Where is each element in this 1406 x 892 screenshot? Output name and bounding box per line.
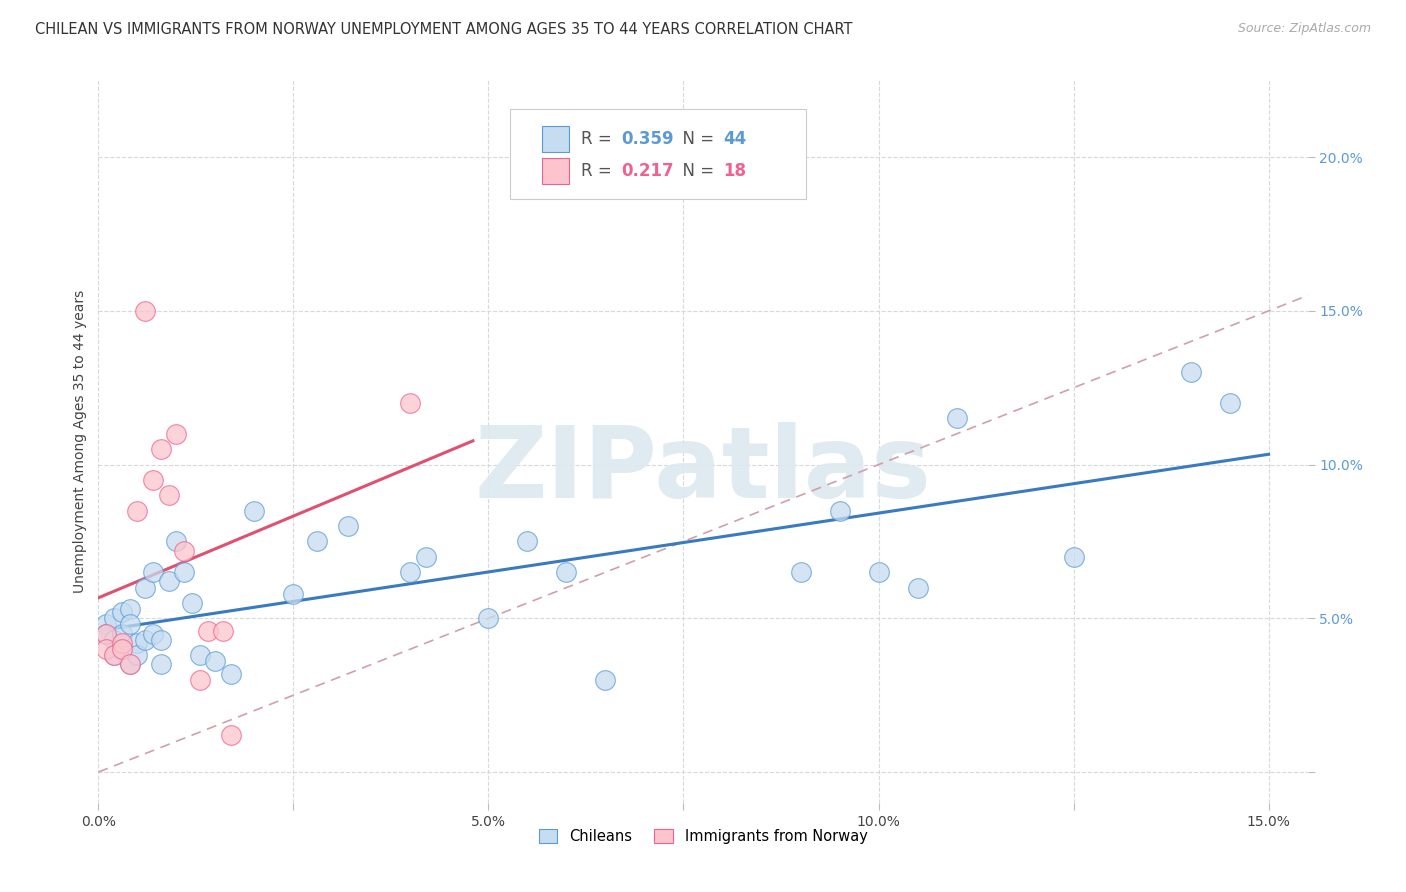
Point: [96, 617, 118, 632]
FancyBboxPatch shape: [543, 158, 569, 184]
Point: [96, 626, 118, 640]
Point: [103, 648, 125, 663]
Point: [305, 534, 328, 549]
FancyBboxPatch shape: [543, 126, 569, 152]
Point: [142, 473, 165, 487]
Point: [945, 411, 967, 425]
Text: 0.217: 0.217: [621, 161, 673, 179]
Point: [165, 534, 187, 549]
Text: 0.359: 0.359: [621, 130, 673, 148]
Point: [103, 632, 125, 647]
Text: CHILEAN VS IMMIGRANTS FROM NORWAY UNEMPLOYMENT AMONG AGES 35 TO 44 YEARS CORRELA: CHILEAN VS IMMIGRANTS FROM NORWAY UNEMPL…: [35, 22, 852, 37]
Point: [173, 565, 195, 579]
Point: [127, 636, 149, 650]
Point: [111, 642, 134, 657]
Legend: Chileans, Immigrants from Norway: Chileans, Immigrants from Norway: [533, 823, 873, 850]
Point: [142, 626, 165, 640]
Point: [134, 581, 156, 595]
Point: [111, 626, 134, 640]
Point: [219, 728, 242, 742]
Point: [188, 648, 211, 663]
Point: [219, 666, 242, 681]
Point: [399, 396, 422, 410]
Point: [212, 624, 235, 638]
Point: [127, 648, 149, 663]
Point: [477, 611, 499, 625]
Point: [118, 617, 141, 632]
Text: N =: N =: [672, 161, 718, 179]
Point: [111, 605, 134, 619]
Text: 44: 44: [724, 130, 747, 148]
Point: [283, 587, 305, 601]
Point: [595, 673, 617, 687]
Point: [118, 657, 141, 672]
Text: R =: R =: [581, 130, 617, 148]
Point: [149, 657, 172, 672]
Point: [173, 543, 195, 558]
Point: [204, 654, 226, 668]
Point: [1219, 396, 1241, 410]
Point: [103, 648, 125, 663]
Point: [157, 488, 180, 502]
Point: [1180, 365, 1202, 379]
Point: [118, 657, 141, 672]
Point: [111, 636, 134, 650]
Point: [337, 519, 360, 533]
Point: [789, 565, 811, 579]
Point: [149, 632, 172, 647]
FancyBboxPatch shape: [509, 109, 806, 200]
Text: 18: 18: [724, 161, 747, 179]
Point: [96, 626, 118, 640]
Point: [188, 673, 211, 687]
Point: [103, 611, 125, 625]
Point: [118, 602, 141, 616]
Point: [181, 596, 204, 610]
Point: [399, 565, 422, 579]
Point: [165, 426, 187, 441]
Point: [142, 565, 165, 579]
Point: [96, 642, 118, 657]
Text: R =: R =: [581, 161, 617, 179]
Point: [134, 632, 156, 647]
Point: [828, 504, 851, 518]
Point: [111, 642, 134, 657]
Point: [415, 549, 437, 564]
Point: [149, 442, 172, 457]
Point: [555, 565, 578, 579]
Point: [243, 504, 266, 518]
Point: [516, 534, 538, 549]
Point: [157, 574, 180, 589]
Point: [197, 624, 219, 638]
Text: N =: N =: [672, 130, 718, 148]
Text: Source: ZipAtlas.com: Source: ZipAtlas.com: [1237, 22, 1371, 36]
Point: [907, 581, 929, 595]
Point: [134, 304, 156, 318]
Point: [868, 565, 890, 579]
Point: [1063, 549, 1085, 564]
Y-axis label: Unemployment Among Ages 35 to 44 years: Unemployment Among Ages 35 to 44 years: [73, 290, 87, 593]
Text: ZIPatlas: ZIPatlas: [475, 422, 931, 519]
Point: [127, 504, 149, 518]
